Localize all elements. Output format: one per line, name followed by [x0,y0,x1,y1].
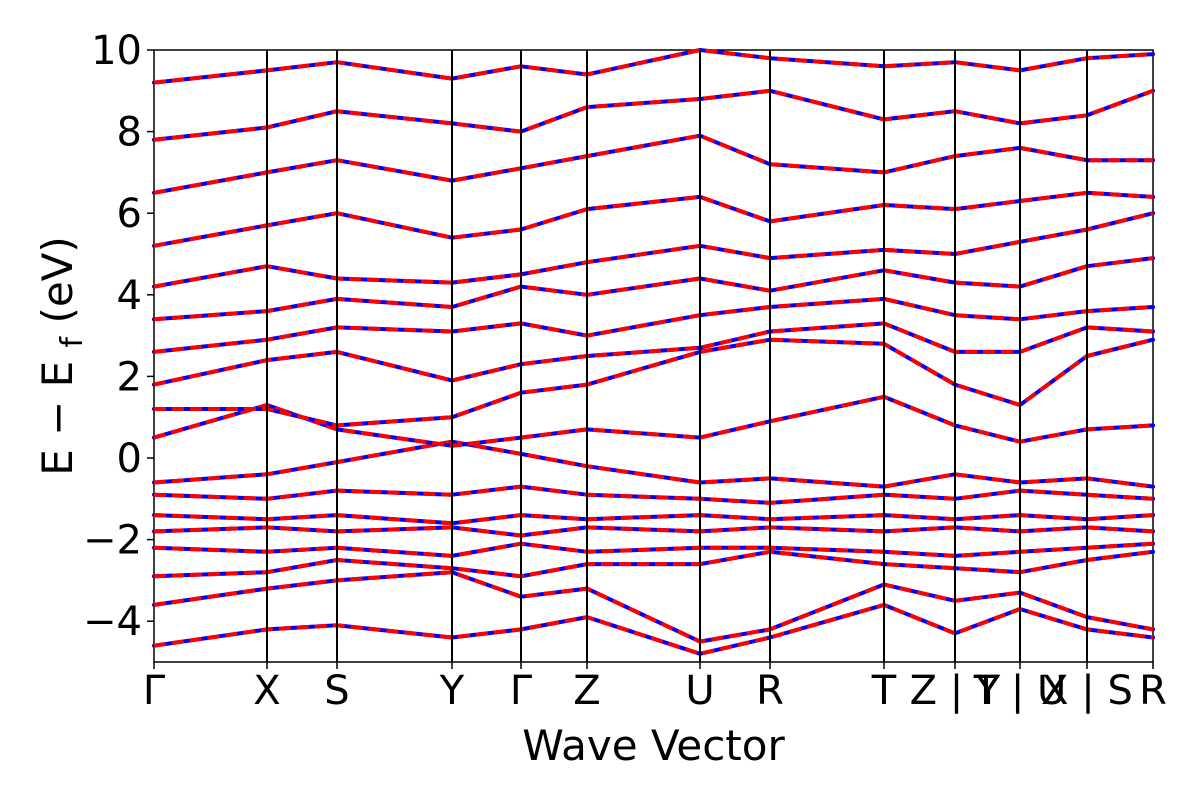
xtick-label-2: S [324,668,349,714]
xtick-label-1: X [253,668,280,714]
xtick-label-8: T [871,668,897,714]
band-blue-12 [152,256,1155,322]
y-axis: −4 −2 0 2 4 6 8 10 [83,28,154,645]
band-blue-11 [152,296,1155,354]
xtick-label-5: Z [573,668,600,714]
y-axis-label-main: E − E [33,361,82,476]
band-red-6 [153,484,1154,505]
y-axis-label-suffix: (eV) [33,236,82,323]
x-axis-label: Wave Vector [522,721,785,770]
xtick-label-3: Y [439,668,465,714]
band-lines [152,48,1155,656]
band-red-8 [153,394,1154,448]
plot-frame [153,49,1154,663]
ytick-label-0: −4 [83,599,142,645]
band-red-12 [153,256,1154,322]
ytick-label-3: 2 [117,354,142,400]
band-red-13 [153,211,1154,289]
xtick-label-10: T | U [973,668,1067,714]
ytick-label-6: 8 [117,110,142,156]
band-blue-0 [152,602,1155,656]
xtick-label-7: R [756,668,784,714]
ytick-label-7: 10 [91,28,142,74]
band-red-1 [153,570,1154,644]
band-red-7 [153,439,1154,489]
band-red-14 [153,190,1154,248]
ytick-label-2: 0 [117,436,142,482]
xtick-label-4: Γ [510,668,533,714]
band-blue-13 [152,211,1155,289]
ytick-label-4: 4 [117,273,142,319]
xtick-label-0: Γ [143,668,166,714]
band-red-17 [153,48,1154,85]
y-axis-label-sub: f [55,335,90,347]
xtick-label-12: R [1139,668,1167,714]
band-blue-16 [152,88,1155,142]
band-red-0 [153,602,1154,656]
xtick-label-9: Z | Y [910,668,1001,714]
y-axis-label: E − E f (eV) [33,236,92,476]
xtick-label-11: X | S [1041,668,1133,714]
xtick-label-6: U [685,668,714,714]
band-red-16 [153,88,1154,142]
ytick-label-1: −2 [83,518,142,564]
band-red-15 [153,133,1153,195]
kpoint-vertical-lines [266,50,1088,662]
ytick-label-5: 6 [117,191,142,237]
plot-area [152,48,1155,663]
